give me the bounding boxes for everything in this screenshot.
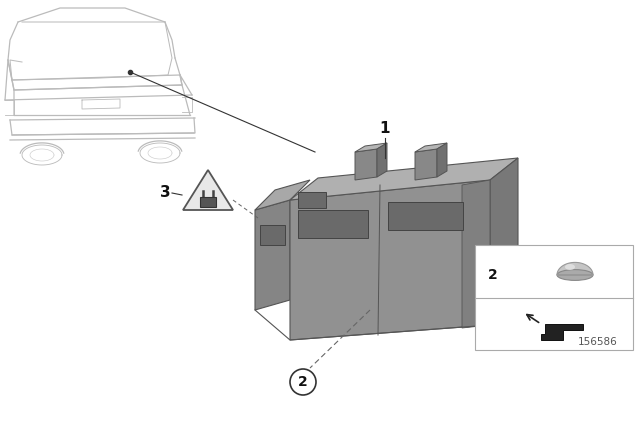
Polygon shape: [462, 180, 490, 328]
Bar: [475, 245, 633, 350]
Ellipse shape: [565, 264, 575, 270]
Polygon shape: [355, 149, 377, 180]
Polygon shape: [415, 149, 437, 180]
Ellipse shape: [557, 270, 593, 280]
Polygon shape: [255, 180, 310, 210]
Polygon shape: [355, 143, 387, 152]
Polygon shape: [377, 143, 387, 177]
Bar: [260, 225, 285, 245]
Polygon shape: [183, 170, 233, 210]
Polygon shape: [437, 143, 447, 177]
Bar: [298, 192, 326, 208]
Text: 1: 1: [380, 121, 390, 135]
Circle shape: [290, 369, 316, 395]
Text: 3: 3: [160, 185, 170, 199]
Text: 2: 2: [298, 375, 308, 389]
Bar: [388, 202, 463, 230]
Bar: [298, 210, 368, 238]
Text: 156586: 156586: [578, 337, 618, 347]
Polygon shape: [290, 158, 518, 200]
Polygon shape: [255, 200, 290, 310]
Polygon shape: [541, 324, 583, 340]
Polygon shape: [557, 263, 593, 275]
Polygon shape: [290, 180, 490, 340]
Text: 2: 2: [488, 268, 498, 282]
Polygon shape: [490, 158, 518, 325]
Polygon shape: [415, 143, 447, 152]
Bar: [200, 197, 216, 207]
